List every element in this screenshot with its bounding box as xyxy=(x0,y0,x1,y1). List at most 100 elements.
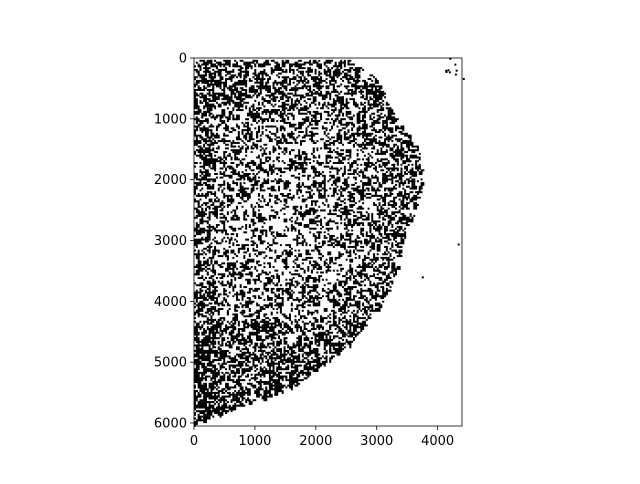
pixel-mark xyxy=(232,256,235,259)
pixel-mark xyxy=(299,162,302,164)
pixel-mark xyxy=(345,216,348,219)
pixel-mark xyxy=(210,83,215,86)
pixel-mark xyxy=(263,286,266,289)
pixel-mark xyxy=(289,167,291,172)
pixel-mark xyxy=(279,209,282,212)
pixel-mark xyxy=(296,162,301,164)
pixel-mark xyxy=(407,216,410,219)
pixel-mark xyxy=(309,74,312,77)
pixel-mark xyxy=(407,147,410,150)
pixel-mark xyxy=(226,280,229,283)
pixel-mark xyxy=(252,300,255,303)
pixel-mark xyxy=(289,284,291,287)
pixel-mark xyxy=(352,328,355,331)
pixel-mark xyxy=(208,143,211,146)
pixel-mark xyxy=(327,213,330,216)
pixel-mark xyxy=(378,269,381,274)
pixel-mark xyxy=(285,194,290,197)
pixel-mark xyxy=(298,81,301,84)
pixel-mark xyxy=(232,89,235,91)
pixel-mark xyxy=(210,167,215,170)
pixel-mark xyxy=(279,98,284,101)
pixel-mark xyxy=(197,315,200,318)
pixel-mark xyxy=(236,233,239,237)
pixel-mark xyxy=(239,59,244,62)
pixel-mark xyxy=(245,101,249,104)
pixel-mark xyxy=(298,187,301,192)
pixel-mark xyxy=(287,227,290,232)
pixel-mark xyxy=(228,282,233,287)
pixel-mark xyxy=(270,68,273,73)
pixel-mark xyxy=(290,92,293,95)
pixel-mark xyxy=(194,266,196,268)
pixel-mark xyxy=(349,121,352,124)
pixel-mark xyxy=(389,130,394,133)
pixel-mark xyxy=(409,176,412,179)
pixel-mark xyxy=(259,138,262,143)
pixel-mark xyxy=(234,151,237,155)
pixel-mark xyxy=(362,107,366,112)
pixel-mark xyxy=(230,211,233,214)
pixel-mark xyxy=(245,89,248,91)
pixel-mark xyxy=(281,287,284,290)
pixel-mark xyxy=(285,324,288,327)
pixel-mark xyxy=(210,89,213,91)
pixel-mark xyxy=(285,258,288,261)
pixel-mark xyxy=(230,187,233,192)
pixel-mark xyxy=(274,242,277,245)
pixel-mark xyxy=(276,276,279,279)
pixel-mark xyxy=(261,101,264,106)
pixel-mark xyxy=(318,245,323,248)
pixel-mark xyxy=(380,94,383,97)
pixel-mark xyxy=(413,182,416,186)
pixel-mark xyxy=(219,282,222,285)
pixel-mark xyxy=(393,273,396,276)
pixel-mark xyxy=(219,308,222,310)
pixel-mark xyxy=(316,278,321,281)
pixel-mark xyxy=(349,245,352,248)
pixel-mark xyxy=(360,216,363,219)
pixel-mark xyxy=(332,98,335,102)
pixel-mark xyxy=(208,213,211,216)
pixel-mark xyxy=(214,70,218,73)
pixel-mark xyxy=(201,264,204,267)
pixel-mark xyxy=(402,160,407,164)
pixel-mark xyxy=(391,116,394,119)
pixel-mark xyxy=(354,202,357,205)
pixel-mark xyxy=(272,308,275,310)
pixel-mark xyxy=(281,320,284,323)
pixel-mark xyxy=(418,163,421,166)
pixel-mark xyxy=(342,143,344,146)
pixel-mark xyxy=(387,174,390,177)
pixel-mark xyxy=(279,308,282,310)
pixel-mark xyxy=(245,165,248,168)
pixel-mark xyxy=(389,253,392,258)
pixel-mark xyxy=(363,98,366,101)
pixel-mark xyxy=(237,145,240,148)
pixel-mark xyxy=(351,121,354,126)
pixel-mark xyxy=(257,297,260,300)
pixel-mark xyxy=(267,160,270,163)
pixel-mark xyxy=(250,271,253,274)
pixel-mark xyxy=(305,116,310,119)
pixel-mark xyxy=(369,105,372,110)
pixel-mark xyxy=(215,225,218,228)
pixel-mark xyxy=(331,67,334,70)
pixel-mark xyxy=(385,287,388,290)
pixel-mark xyxy=(287,255,291,258)
pixel-mark xyxy=(347,238,350,241)
pixel-mark xyxy=(336,99,339,102)
pixel-mark xyxy=(195,225,200,228)
pixel-mark xyxy=(385,107,390,110)
pixel-mark xyxy=(325,322,328,325)
pixel-mark xyxy=(243,267,246,270)
pixel-mark xyxy=(234,238,237,241)
pixel-mark xyxy=(214,141,217,144)
pixel-mark xyxy=(287,328,290,331)
pixel-mark xyxy=(325,222,330,227)
pixel-mark xyxy=(352,214,357,217)
pixel-mark xyxy=(356,235,359,237)
pixel-mark xyxy=(365,242,368,245)
pixel-mark xyxy=(373,255,376,258)
pixel-mark xyxy=(303,79,306,82)
